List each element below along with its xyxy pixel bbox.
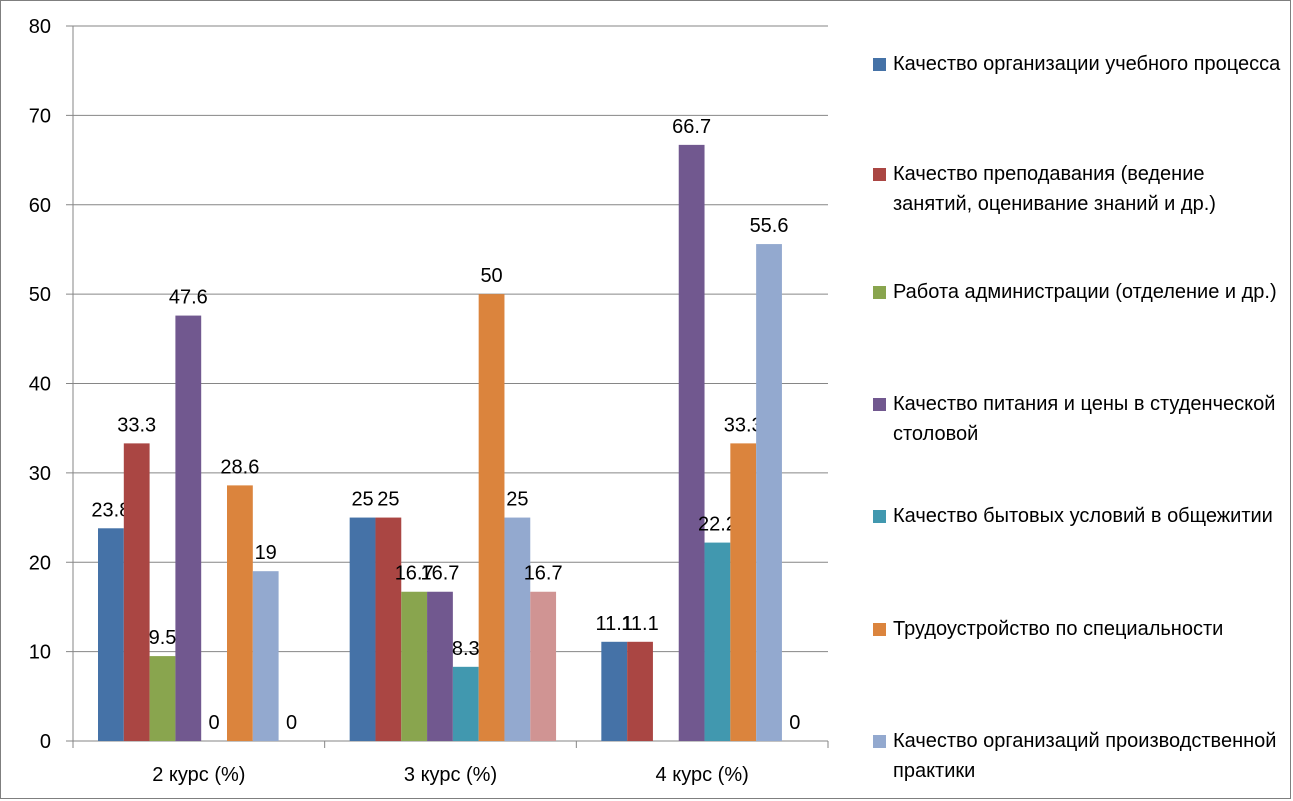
bar — [530, 591, 557, 741]
data-label: 16.7 — [420, 563, 459, 585]
legend-swatch — [873, 58, 886, 71]
bar — [252, 571, 279, 741]
bar — [123, 443, 150, 741]
data-label: 0 — [209, 712, 220, 734]
legend-swatch — [873, 623, 886, 636]
x-tick-label: 4 курс (%) — [656, 764, 749, 786]
y-tick-label: 50 — [29, 284, 51, 306]
data-label: 22.2 — [698, 514, 737, 536]
bar — [730, 443, 757, 741]
bar — [452, 666, 479, 741]
data-label: 25 — [506, 489, 528, 511]
legend-swatch — [873, 398, 886, 411]
y-tick-label: 30 — [29, 463, 51, 485]
bar — [756, 244, 782, 741]
bar — [627, 641, 653, 741]
data-label: 25 — [351, 489, 373, 511]
bar — [478, 294, 505, 741]
y-tick-label: 40 — [29, 374, 51, 396]
legend-swatch — [873, 286, 886, 299]
legend-swatch — [873, 510, 886, 523]
bar — [349, 517, 376, 741]
bar — [601, 641, 628, 741]
bar — [504, 517, 531, 741]
y-tick-label: 70 — [29, 105, 51, 127]
legend-label: Качество бытовых условий в общежитии — [893, 505, 1273, 527]
data-label: 33.3 — [117, 414, 156, 436]
bar — [149, 656, 176, 741]
y-tick-label: 60 — [29, 195, 51, 217]
data-label: 50 — [480, 265, 502, 287]
bar — [375, 517, 402, 741]
legend-label: Работа администрации (отделение и др.) — [893, 281, 1277, 303]
data-label: 47.6 — [169, 287, 208, 309]
data-label: 55.6 — [750, 215, 789, 237]
legend-swatch — [873, 168, 886, 181]
x-tick-label: 3 курс (%) — [404, 764, 497, 786]
bar — [427, 591, 453, 741]
data-label: 16.7 — [395, 563, 434, 585]
legend-label: Качество преподавания (ведение занятий, … — [893, 163, 1216, 215]
data-label: 28.6 — [220, 456, 259, 478]
data-label: 11.1 — [621, 613, 658, 635]
data-label: 0 — [286, 712, 297, 734]
y-tick-label: 20 — [29, 552, 51, 574]
legend-label: Качество организаций производственной пр… — [893, 730, 1277, 782]
data-label: 23.8 — [91, 499, 130, 521]
data-label: 11.1 — [596, 613, 633, 635]
data-label: 16.7 — [524, 563, 563, 585]
bar — [175, 315, 202, 741]
data-label: 66.7 — [672, 116, 711, 138]
bar — [227, 485, 253, 741]
legend-label: Качество питания и цены в студенческой с… — [893, 393, 1276, 445]
data-label: 8.3 — [452, 638, 480, 660]
y-tick-label: 80 — [29, 16, 51, 38]
bar — [98, 528, 124, 741]
legend-label: Качество организации учебного процесса — [893, 53, 1281, 75]
legend-swatch — [873, 735, 886, 748]
bar — [678, 144, 705, 741]
y-tick-label: 0 — [40, 731, 51, 753]
y-tick-label: 10 — [29, 642, 51, 664]
data-label: 9.5 — [149, 627, 177, 649]
bar — [401, 591, 428, 741]
data-label: 19 — [255, 542, 277, 564]
data-label: 33.3 — [724, 414, 763, 436]
legend-label: Трудоустройство по специальности — [893, 618, 1224, 640]
data-label: 25 — [377, 489, 399, 511]
bar — [704, 542, 731, 741]
x-tick-label: 2 курс (%) — [152, 764, 245, 786]
data-label: 0 — [789, 712, 800, 734]
